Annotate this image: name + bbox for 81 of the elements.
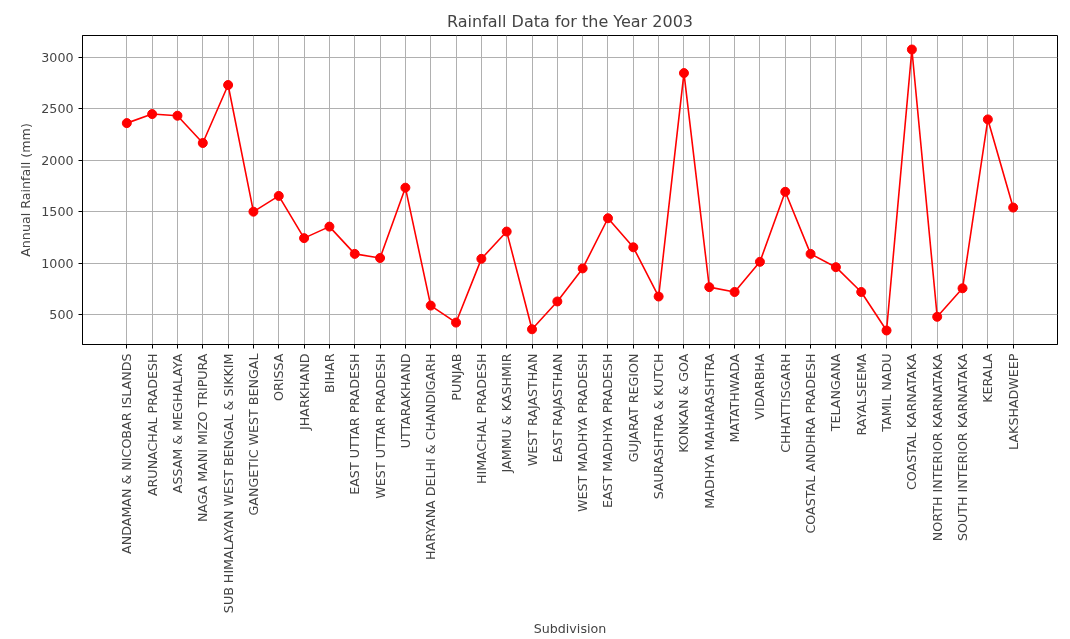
point	[425, 300, 436, 311]
x-tick-label: WEST MADHYA PRADESH	[575, 353, 591, 512]
x-tick-label: TELANGANA	[828, 353, 844, 433]
point	[881, 325, 892, 336]
point	[451, 317, 462, 328]
x-tick-label: PUNJAB	[448, 353, 464, 401]
point	[223, 80, 234, 91]
x-tick-label: LAKSHADWEEP	[1005, 353, 1021, 450]
point	[932, 311, 943, 322]
point	[780, 186, 791, 197]
x-tick-label: EAST UTTAR PRADESH	[347, 353, 363, 495]
x-tick-label: EAST MADHYA PRADESH	[600, 353, 616, 509]
y-tick-label: 1500	[41, 204, 74, 220]
x-tick-label: WEST UTTAR PRADESH	[372, 353, 388, 499]
point	[324, 221, 335, 232]
point	[577, 263, 588, 274]
point	[1008, 202, 1019, 213]
x-tick-label: TAMIL NADU	[879, 353, 895, 433]
x-tick-label: ORISSA	[271, 353, 287, 401]
point	[527, 324, 538, 335]
x-tick-label: EAST RAJASTHAN	[549, 353, 565, 463]
x-tick-label: SAURASHTRA & KUTCH	[651, 353, 667, 500]
y-tick-label: 3000	[41, 49, 74, 65]
point	[602, 213, 613, 224]
point	[172, 110, 183, 121]
x-tick-label: CHHATTISGARH	[777, 353, 793, 453]
point	[729, 287, 740, 297]
point	[856, 287, 867, 297]
x-tick-label: SUB HIMALAYAN WEST BENGAL & SIKKIM	[220, 353, 236, 614]
point	[501, 226, 512, 237]
point	[552, 296, 563, 307]
x-tick-label: NAGA MANI MIZO TRIPURA	[195, 353, 211, 523]
point	[653, 291, 664, 302]
point	[273, 190, 284, 201]
x-tick-label: COASTAL KARNATAKA	[904, 353, 920, 491]
y-axis-title: Annual Rainfall (mm)	[18, 123, 34, 257]
point	[375, 253, 386, 263]
x-tick-label: HARYANA DELHI & CHANDIGARH	[423, 353, 439, 560]
x-tick-label: ANDAMAN & NICOBAR ISLANDS	[119, 353, 135, 554]
x-tick-label: KERALA	[980, 353, 996, 403]
x-tick-label: ASSAM & MEGHALAYA	[169, 353, 185, 494]
x-tick-label: WEST RAJASTHAN	[524, 353, 540, 467]
x-tick-label: GANGETIC WEST BENGAL	[245, 353, 261, 516]
x-tick-label: ARUNACHAL PRADESH	[144, 353, 160, 497]
y-tick-label: 1000	[41, 255, 74, 271]
point	[982, 114, 993, 125]
x-axis-title: Subdivision	[533, 621, 607, 637]
x-tick-label: RAYALSEEMA	[853, 353, 869, 436]
point	[349, 248, 360, 259]
x-tick-label: UTTARAKHAND	[397, 353, 413, 449]
x-tick-label: HIMACHAL PRADESH	[473, 353, 489, 485]
x-tick-label: VIDARBHA	[752, 353, 768, 420]
point	[628, 242, 639, 253]
x-tick-label: BIHAR	[321, 353, 337, 393]
y-tick-label: 2000	[41, 152, 74, 168]
point	[678, 68, 689, 79]
y-tick-label: 500	[49, 307, 74, 323]
point	[957, 283, 968, 294]
x-tick-label: JAMMU & KASHMIR	[499, 353, 515, 474]
x-tick-label: SOUTH INTERIOR KARNATAKA	[955, 353, 971, 542]
point	[805, 248, 816, 259]
point	[121, 118, 132, 129]
point	[197, 138, 208, 148]
point	[400, 182, 411, 193]
point	[830, 262, 841, 273]
point	[147, 109, 158, 120]
point	[754, 256, 765, 267]
x-tick-label: JHARKHAND	[296, 353, 312, 431]
x-tick-label: NORTH INTERIOR KARNATAKA	[929, 353, 945, 542]
point	[248, 206, 259, 217]
chart-title: Rainfall Data for the Year 2003	[447, 11, 693, 31]
x-tick-label: KONKAN & GOA	[676, 353, 692, 453]
x-tick-label: GUJARAT REGION	[625, 353, 641, 463]
x-tick-label: MADHYA MAHARASHTRA	[701, 353, 717, 509]
y-tick-label: 2500	[41, 101, 74, 117]
point	[704, 282, 715, 293]
point	[906, 44, 917, 55]
x-tick-label: MATATHWADA	[727, 353, 743, 443]
point	[299, 233, 310, 244]
x-tick-label: COASTAL ANDHRA PRADESH	[803, 353, 819, 534]
point	[476, 253, 487, 264]
